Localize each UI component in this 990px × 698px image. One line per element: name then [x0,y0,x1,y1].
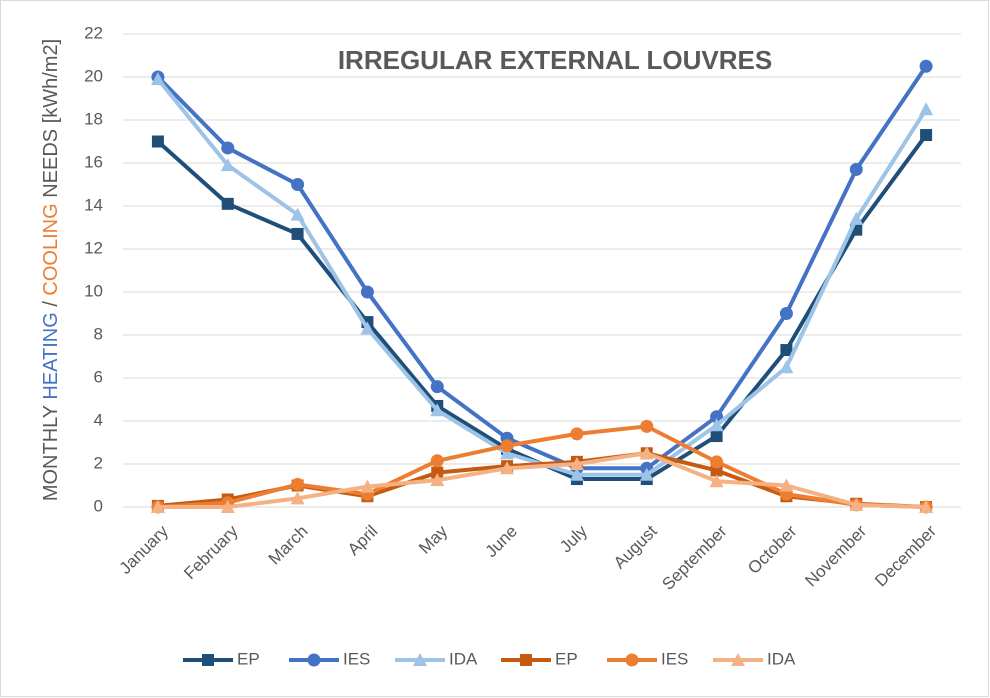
legend-marker [202,654,214,666]
marker [150,500,165,513]
marker [639,467,654,481]
marker [430,454,444,468]
marker [919,500,934,513]
y-tick-label: 18 [84,109,103,128]
y-tick-label: 10 [84,281,103,300]
legend-marker [413,653,427,666]
marker [360,479,375,493]
series-line [156,65,928,471]
marker [640,419,654,433]
marker [919,102,934,116]
marker [849,497,864,511]
legend-label: EP [555,649,578,668]
marker [710,410,724,424]
legend-marker [520,654,532,666]
legend-label: EP [237,649,260,668]
marker [220,158,235,172]
marker [221,141,235,155]
marker [710,455,724,469]
legend-marker [307,653,321,667]
marker [360,285,374,299]
marker [430,380,444,394]
marker [431,466,444,479]
marker [430,403,445,417]
marker [291,477,305,491]
legend-label: IDA [767,649,796,668]
marker [920,129,933,142]
y-axis-label-part: NEEDS [kWh/m2] [40,39,62,203]
marker [639,446,654,460]
marker [290,491,305,505]
legend-label: IDA [449,649,478,668]
marker [220,500,235,513]
y-tick-label: 8 [94,324,103,343]
marker [290,207,305,221]
marker [150,72,165,86]
y-tick-label: 4 [94,410,103,429]
y-tick-label: 16 [84,152,103,171]
y-axis-label-part: HEATING [40,312,62,399]
y-tick-label: 6 [94,367,103,386]
y-tick-label: 20 [84,66,103,85]
y-tick-label: 2 [94,453,103,472]
marker [570,427,584,441]
series-line [157,451,927,509]
legend-label: IES [343,649,370,668]
legend-marker [625,653,639,667]
legend-label: IES [661,649,688,668]
y-tick-label: 0 [94,496,103,515]
marker [500,446,515,460]
chart-title: IRREGULAR EXTERNAL LOUVRES [338,45,772,75]
y-axis-label-part: COOLING [40,203,62,295]
marker [430,473,445,487]
marker [569,467,584,481]
marker [709,418,724,432]
marker [849,162,863,176]
marker [710,430,723,443]
marker [919,59,933,73]
marker [151,135,164,148]
y-tick-label: 12 [84,238,103,257]
legend-marker [731,653,745,666]
marker [849,211,864,225]
marker [779,360,794,374]
marker [221,197,234,210]
marker [291,227,304,240]
marker [779,478,794,492]
y-axis-label-part: / [40,296,62,313]
marker [500,461,515,475]
y-axis-label-part: MONTHLY [40,400,62,502]
marker [500,439,514,453]
marker [709,474,724,488]
series-line [157,424,927,509]
marker [569,457,584,470]
marker [779,307,793,320]
y-tick-label: 14 [84,195,103,214]
marker [360,321,375,335]
marker [780,344,793,357]
y-axis-label: MONTHLY HEATING / COOLING NEEDS [kWh/m2] [40,39,62,501]
marker [291,178,305,191]
y-tick-label: 22 [84,23,103,42]
